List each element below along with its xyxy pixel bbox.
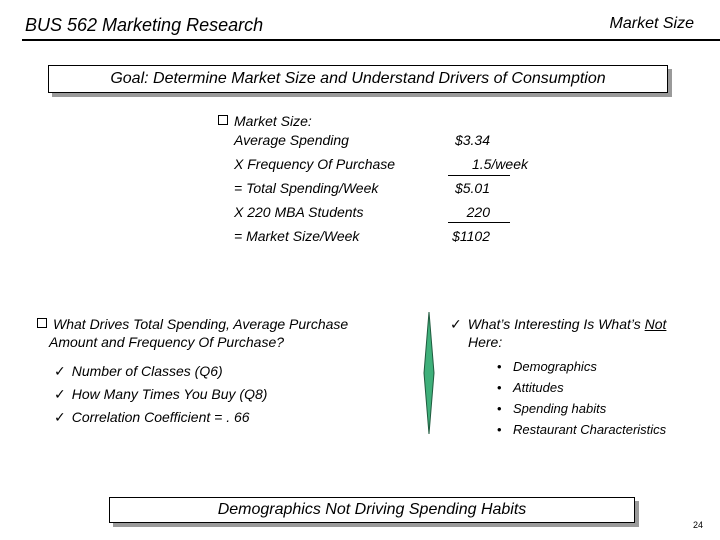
course-title: BUS 562 Marketing Research [25,15,264,35]
drivers-heading-line2: Amount and Frequency Of Purchase? [49,334,285,350]
drivers-heading-line1: What Drives Total Spending, Average Purc… [53,316,349,332]
bullet-icon: • [497,401,502,416]
list-item: • Spending habits [497,401,606,416]
list-item: ✓ How Many Times You Buy (Q8) [54,386,267,403]
page-number: 24 [693,520,704,530]
list-item-label: Restaurant Characteristics [513,422,667,437]
list-item-label: Attitudes [513,380,564,395]
calc-row-value: $5.01 [454,180,490,196]
checkmark-icon: ✓ [54,363,66,379]
interesting-heading: ✓ What’s Interesting Is What’s Not Here: [450,315,666,351]
list-item: • Attitudes [497,380,564,395]
market-size-heading: Market Size: [218,113,312,129]
interesting-heading-line1: What’s Interesting Is What’s [467,316,641,332]
divider-shape [423,312,435,434]
list-item: ✓ Number of Classes (Q6) [54,363,223,380]
checkmark-icon: ✓ [54,409,66,425]
calc-row-value: 220 [466,204,490,220]
interesting-heading-line2: Here: [468,334,503,350]
bullet-icon: • [497,359,502,374]
bullet-icon: • [497,422,502,437]
list-item-label: How Many Times You Buy (Q8) [71,386,268,402]
calc-row-value: $1102 [452,228,490,244]
calc-row-label: = Market Size/Week [234,228,360,244]
calc-row-label: Average Spending [234,132,349,148]
sum-underline [448,175,510,176]
checkbox-square-icon [37,318,47,328]
market-size-heading-label: Market Size: [234,113,312,129]
list-item-label: Demographics [513,359,597,374]
checkmark-icon: ✓ [450,316,462,332]
list-item: • Restaurant Characteristics [497,422,666,437]
checkbox-square-icon [218,115,228,125]
header-rule [22,39,720,41]
list-item-label: Spending habits [513,401,607,416]
drivers-heading: What Drives Total Spending, Average Purc… [37,315,348,351]
list-item-label: Number of Classes (Q6) [71,363,223,379]
goal-text: Goal: Determine Market Size and Understa… [110,70,606,87]
conclusion-text: Demographics Not Driving Spending Habits [217,501,527,518]
checkmark-icon: ✓ [54,386,66,402]
conclusion-box: Demographics Not Driving Spending Habits [109,497,635,523]
list-item-label: Correlation Coefficient = . 66 [71,409,250,425]
calc-row-label: X Frequency Of Purchase [234,156,396,172]
calc-row-label: X 220 MBA Students [234,204,364,220]
calc-row-label: = Total Spending/Week [234,180,379,196]
bullet-icon: • [497,380,502,395]
goal-box: Goal: Determine Market Size and Understa… [48,65,668,93]
calc-row-value: 1.5/week [471,156,528,172]
list-item: ✓ Correlation Coefficient = . 66 [54,409,250,426]
sum-underline [448,222,510,223]
interesting-heading-not: Not [644,316,667,332]
calc-row-value: $3.34 [454,132,490,148]
list-item: • Demographics [497,359,597,374]
section-title: Market Size [609,15,694,32]
